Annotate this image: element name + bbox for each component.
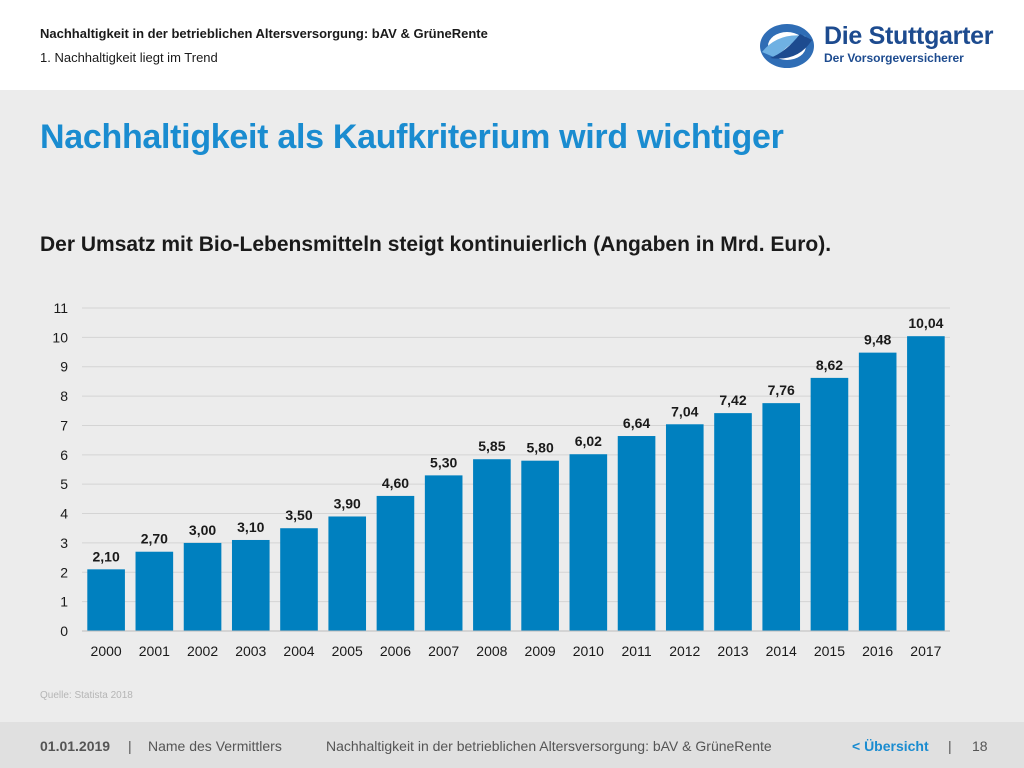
x-tick-label: 2006 <box>380 643 411 659</box>
bar-value-label: 5,30 <box>430 454 457 470</box>
bar <box>183 542 222 631</box>
bar <box>376 495 415 631</box>
bar <box>473 459 511 631</box>
page-title: Nachhaltigkeit als Kaufkriterium wird wi… <box>40 118 784 156</box>
bar <box>762 403 801 631</box>
x-tick-label: 2017 <box>910 643 941 659</box>
x-tick-label: 2014 <box>766 643 797 659</box>
bar <box>858 352 897 631</box>
bar <box>87 569 125 631</box>
bar <box>280 528 318 631</box>
footer-date: 01.01.2019 <box>40 738 111 754</box>
overview-link[interactable]: < Übersicht <box>852 738 929 754</box>
bar <box>231 539 270 631</box>
revenue-bar-chart: 0 1 2 3 4 5 6 7 8 9 10 11 2,10 2000 2,70 2001 3,00 2002 3,… <box>52 300 950 659</box>
bar <box>569 454 608 631</box>
bar-value-label: 7,76 <box>768 382 795 398</box>
x-tick-label: 2003 <box>235 643 266 659</box>
bar <box>617 436 656 631</box>
y-tick-label: 8 <box>60 388 68 404</box>
x-tick-label: 2008 <box>476 643 507 659</box>
bar-value-label: 3,10 <box>237 519 264 535</box>
bar <box>810 377 849 631</box>
bar-value-label: 2,70 <box>141 531 168 547</box>
bar-value-label: 3,50 <box>285 507 312 523</box>
bar-value-label: 6,64 <box>623 415 650 431</box>
header-subtitle: 1. Nachhaltigkeit liegt im Trend <box>40 50 218 65</box>
logo-emblem-icon <box>760 24 814 68</box>
y-tick-label: 4 <box>60 506 68 522</box>
y-tick-label: 11 <box>53 300 68 316</box>
y-tick-label: 1 <box>60 594 68 610</box>
footer-separator: | <box>948 738 952 754</box>
bar-value-label: 3,90 <box>334 495 361 511</box>
x-tick-label: 2013 <box>717 643 748 659</box>
logo-tagline: Der Vorsorgeversicherer <box>824 51 964 65</box>
footer-agent-name: Name des Vermittlers <box>148 738 282 754</box>
footer-title: Nachhaltigkeit in der betrieblichen Alte… <box>326 738 772 754</box>
page-number: 18 <box>972 738 988 754</box>
bar <box>521 460 559 631</box>
y-tick-label: 7 <box>60 417 68 433</box>
chart-heading: Der Umsatz mit Bio-Lebensmitteln steigt … <box>40 233 832 256</box>
y-tick-label: 0 <box>60 623 68 639</box>
logo-name: Die Stuttgarter <box>824 22 994 50</box>
x-tick-label: 2016 <box>862 643 893 659</box>
bar-value-label: 2,10 <box>92 548 119 564</box>
header-title: Nachhaltigkeit in der betrieblichen Alte… <box>40 26 488 41</box>
bar-value-label: 7,04 <box>671 403 698 419</box>
bar-value-label: 5,85 <box>478 438 505 454</box>
bar-value-label: 5,80 <box>526 440 553 456</box>
slide-footer: 01.01.2019 | Name des Vermittlers Nachha… <box>0 722 1024 768</box>
bar-value-label: 4,60 <box>382 475 409 491</box>
y-tick-label: 3 <box>60 535 68 551</box>
y-tick-label: 5 <box>60 476 68 492</box>
bar <box>328 516 367 631</box>
bar-value-label: 6,02 <box>575 433 602 449</box>
bar-value-label: 8,62 <box>816 357 843 373</box>
bar <box>424 475 463 631</box>
x-tick-label: 2000 <box>91 643 122 659</box>
x-tick-label: 2009 <box>525 643 556 659</box>
slide-header: Nachhaltigkeit in der betrieblichen Alte… <box>0 0 1024 90</box>
y-tick-label: 9 <box>60 359 68 375</box>
x-tick-label: 2001 <box>139 643 170 659</box>
bar-value-label: 7,42 <box>719 392 746 408</box>
x-tick-label: 2015 <box>814 643 845 659</box>
bar <box>135 551 174 631</box>
x-tick-label: 2002 <box>187 643 218 659</box>
x-tick-label: 2012 <box>669 643 700 659</box>
x-tick-label: 2010 <box>573 643 604 659</box>
source-note: Quelle: Statista 2018 <box>40 690 133 701</box>
bar-value-label: 9,48 <box>864 332 891 348</box>
y-tick-label: 6 <box>60 447 68 463</box>
company-logo: Die Stuttgarter Der Vorsorgeversicherer <box>756 18 996 74</box>
bar <box>714 413 752 631</box>
bar <box>907 336 945 631</box>
footer-separator: | <box>128 738 132 754</box>
y-tick-label: 2 <box>60 564 68 580</box>
x-tick-label: 2004 <box>283 643 314 659</box>
x-tick-label: 2011 <box>622 643 652 659</box>
bar-value-label: 3,00 <box>189 522 216 538</box>
bar <box>665 424 704 631</box>
x-tick-label: 2005 <box>332 643 363 659</box>
bar-value-label: 10,04 <box>908 315 943 331</box>
x-tick-label: 2007 <box>428 643 459 659</box>
y-tick-label: 10 <box>52 329 68 345</box>
